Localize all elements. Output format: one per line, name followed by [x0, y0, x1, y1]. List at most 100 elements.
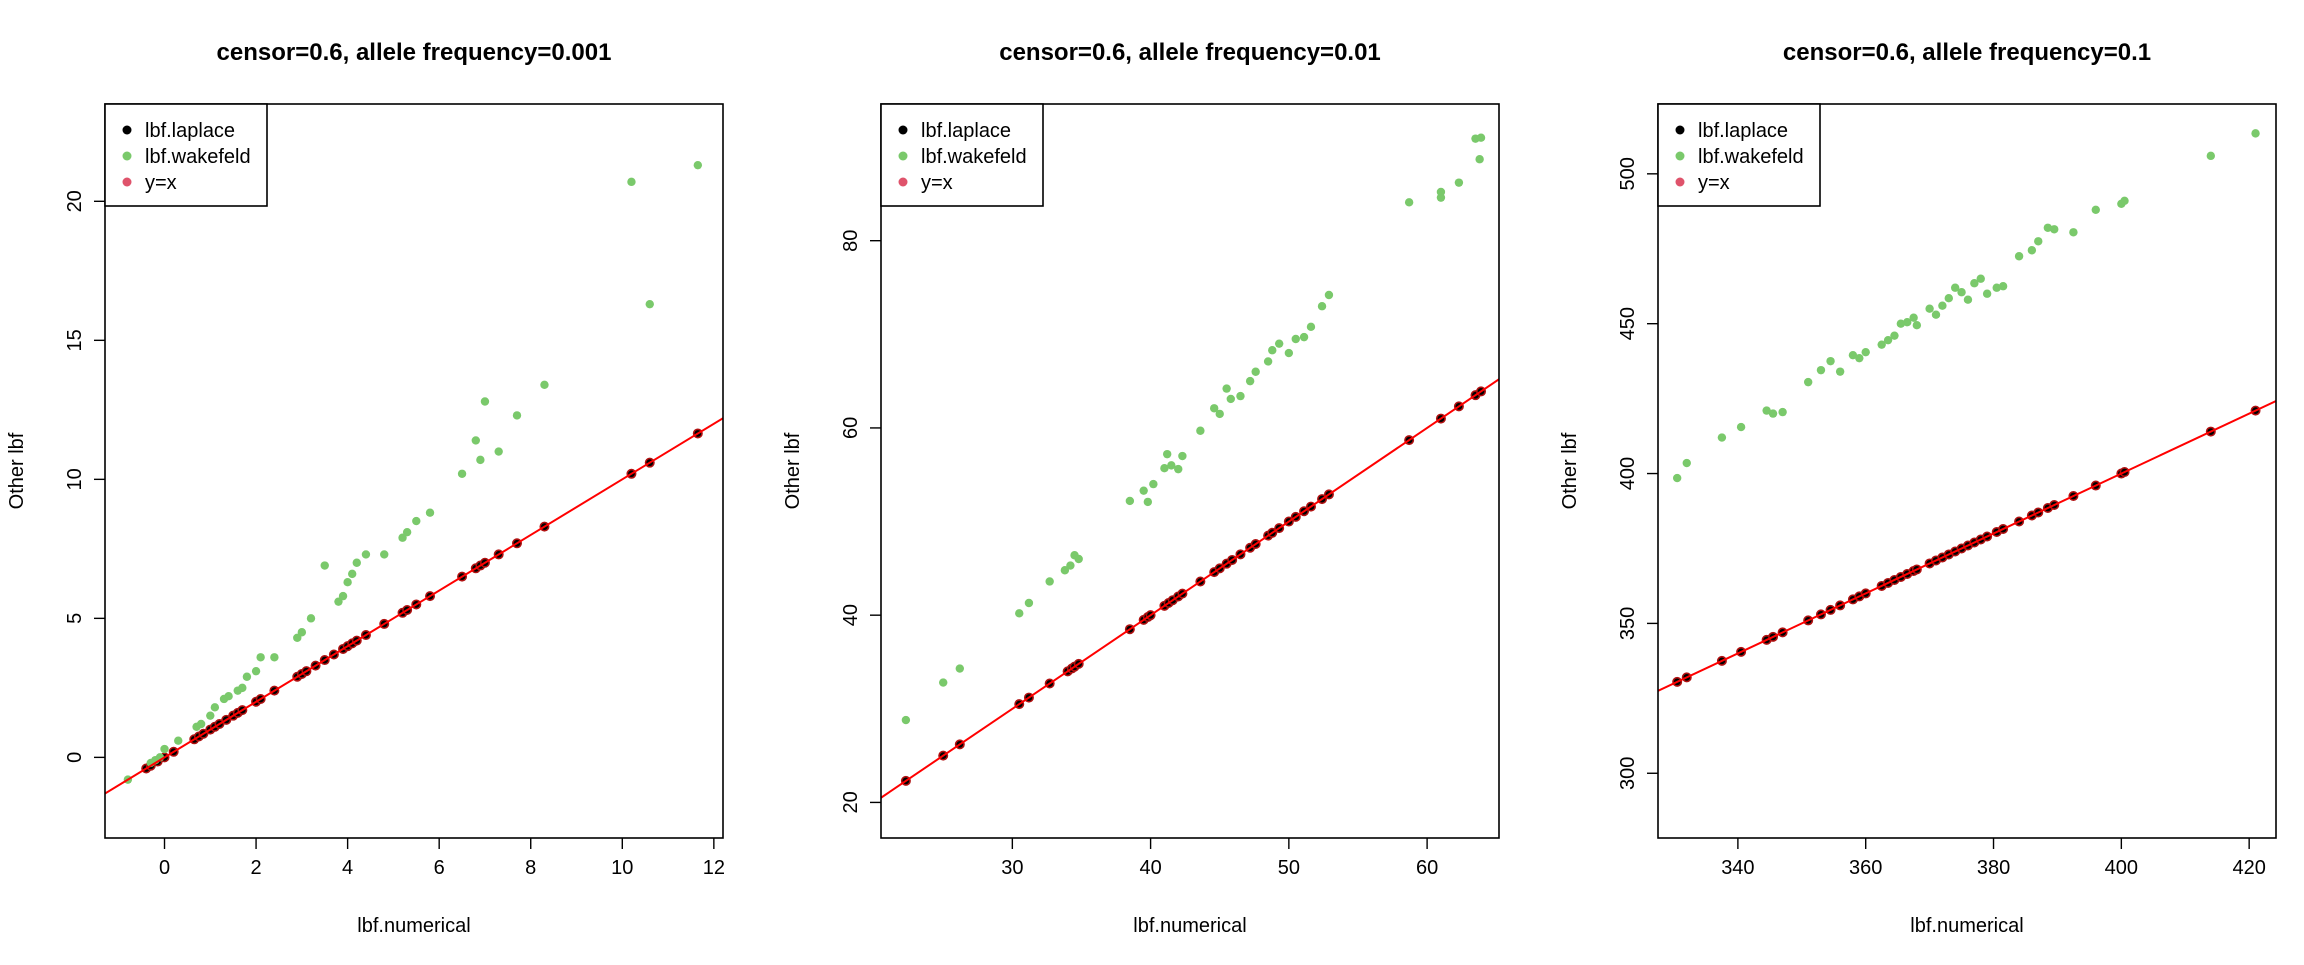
y-axis-label: Other lbf: [1559, 432, 1581, 509]
point-wakefeld: [1938, 301, 1947, 310]
point-wakefeld: [2050, 225, 2059, 234]
y-axis-label: Other lbf: [6, 432, 28, 509]
legend: lbf.laplace lbf.wakefeld y=x: [104, 103, 268, 207]
legend-marker: [898, 177, 908, 187]
point-wakefeld: [1174, 464, 1183, 474]
y-tick-label: 20: [840, 791, 862, 813]
point-wakefeld: [512, 411, 522, 420]
point-wakefeld: [1896, 319, 1906, 328]
point-wakefeld: [1162, 449, 1172, 459]
point-wakefeld: [380, 550, 389, 559]
legend-marker: [122, 177, 132, 187]
legend-label: y=x: [1698, 172, 1730, 194]
point-wakefeld: [1778, 407, 1787, 417]
point-wakefeld: [1816, 365, 1826, 375]
point-wakefeld: [1160, 463, 1169, 473]
point-wakefeld: [476, 455, 485, 465]
x-tick-label: 0: [159, 857, 170, 879]
point-wakefeld: [1476, 133, 1486, 142]
y-tick-label: 10: [64, 468, 86, 490]
y-tick-label: 80: [840, 230, 862, 252]
point-wakefeld: [1803, 377, 1813, 387]
point-wakefeld: [1251, 367, 1260, 376]
point-wakefeld: [1982, 289, 1992, 298]
legend-label: y=x: [145, 172, 177, 194]
point-wakefeld: [645, 299, 654, 309]
legend-label: lbf.wakefeld: [921, 146, 1027, 168]
point-wakefeld: [206, 711, 215, 720]
legend: lbf.laplace lbf.wakefeld y=x: [880, 103, 1044, 207]
legend-marker: [1675, 177, 1685, 187]
point-wakefeld: [251, 666, 261, 676]
point-wakefeld: [1717, 433, 1727, 442]
legend-marker: [122, 151, 132, 161]
point-wakefeld: [1324, 290, 1334, 300]
point-wakefeld: [1848, 350, 1858, 360]
point-wakefeld: [2014, 252, 2024, 261]
point-wakefeld: [1024, 598, 1034, 608]
point-wakefeld: [1143, 497, 1153, 507]
point-wakefeld: [242, 672, 252, 681]
point-wakefeld: [1877, 340, 1886, 349]
point-wakefeld: [2027, 246, 2037, 255]
point-wakefeld: [1222, 384, 1231, 393]
identity-line: [1658, 400, 2276, 692]
y-tick-label: 400: [1617, 457, 1639, 490]
chart-panel-3: censor=0.6, allele frequency=0.1 340 360 38…: [1559, 39, 2277, 937]
legend: lbf.laplace lbf.wakefeld y=x: [1657, 103, 1821, 207]
point-wakefeld: [1066, 561, 1075, 570]
point-wakefeld: [270, 653, 279, 662]
point-wakefeld: [1912, 320, 1922, 330]
point-wakefeld: [1317, 302, 1327, 311]
y-tick-label: 40: [840, 604, 862, 626]
point-wakefeld: [1167, 461, 1176, 470]
point-wakefeld: [1454, 178, 1464, 187]
point-wakefeld: [425, 508, 435, 517]
legend-box: [880, 103, 1044, 207]
point-wakefeld: [1826, 356, 1835, 366]
point-wakefeld: [2069, 228, 2078, 237]
point-wakefeld: [540, 380, 549, 390]
point-wakefeld: [494, 447, 503, 456]
plot-frame: [880, 103, 1500, 839]
point-wakefeld: [174, 736, 183, 745]
point-wakefeld: [1436, 187, 1446, 197]
point-wakefeld: [1925, 304, 1934, 313]
point-wakefeld: [2120, 196, 2129, 206]
point-wakefeld: [338, 591, 348, 601]
point-wakefeld: [1125, 496, 1135, 506]
point-wakefeld: [1903, 317, 1912, 327]
point-wakefeld: [256, 653, 265, 662]
point-wakefeld: [627, 177, 636, 187]
point-wakefeld: [2034, 237, 2043, 246]
point-wakefeld: [1970, 279, 1979, 288]
plot-area: [105, 160, 723, 795]
point-wakefeld: [1215, 409, 1224, 419]
point-wakefeld: [352, 558, 361, 567]
point-wakefeld: [334, 597, 343, 606]
point-wakefeld: [1835, 367, 1845, 376]
point-wakefeld: [480, 397, 490, 406]
x-tick-label: 420: [2232, 857, 2265, 879]
chart-title: censor=0.6, allele frequency=0.1: [1783, 39, 2151, 66]
x-tick-label: 60: [1416, 857, 1438, 879]
point-wakefeld: [1045, 577, 1054, 586]
point-wakefeld: [1883, 335, 1893, 345]
point-wakefeld: [1855, 353, 1864, 363]
point-wakefeld: [343, 578, 352, 587]
point-wakefeld: [224, 692, 233, 701]
y-axis-label: Other lbf: [782, 432, 804, 509]
x-axis-label: lbf.numerical: [357, 915, 470, 937]
point-wakefeld: [1976, 274, 1985, 283]
identity-line: [105, 417, 723, 795]
point-wakefeld: [1768, 409, 1778, 418]
x-tick-label: 380: [1977, 857, 2010, 879]
point-wakefeld: [1672, 473, 1682, 483]
identity-line: [881, 378, 1499, 799]
legend-label: lbf.laplace: [1698, 120, 1788, 142]
x-tick-label: 30: [1001, 857, 1023, 879]
point-wakefeld: [1291, 334, 1300, 344]
point-wakefeld: [1682, 458, 1691, 468]
x-tick-label: 12: [703, 857, 725, 879]
